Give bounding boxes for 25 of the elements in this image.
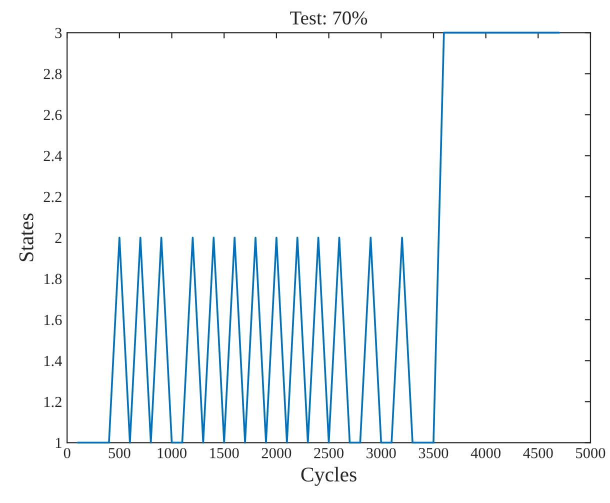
x-tick-label: 2000 [262,448,292,458]
y-tick-label: 2.6 [44,110,62,120]
x-tick-label: 500 [108,448,130,458]
x-tick-label: 4500 [523,448,553,458]
x-tick-label: 1500 [210,448,239,458]
x-axis-title: Cycles [301,466,356,486]
y-tick-label: 1.6 [44,314,62,326]
x-tick-label: 4000 [470,448,500,458]
y-tick-label: 1.2 [44,396,62,408]
y-tick-label: 2.2 [44,192,62,202]
x-tick-label: 3500 [418,448,448,458]
y-tick-label: 2.4 [44,150,62,162]
y-axis-title: States [19,214,34,262]
x-tick-label: 2500 [314,448,344,458]
chart-title: Test: 70% [290,11,368,25]
y-tick-label: 2 [55,232,62,243]
y-tick-label: 1 [56,438,62,448]
x-tick-label: 3000 [366,448,396,458]
y-tick-label: 1.4 [44,356,62,366]
x-tick-label: 5000 [576,448,606,458]
y-tick-label: 3 [55,28,62,38]
x-tick-label: 1000 [158,448,186,458]
y-tick-label: 2.8 [44,68,62,80]
x-tick-label: 0 [64,448,70,458]
y-tick-label: 1.8 [44,274,62,284]
